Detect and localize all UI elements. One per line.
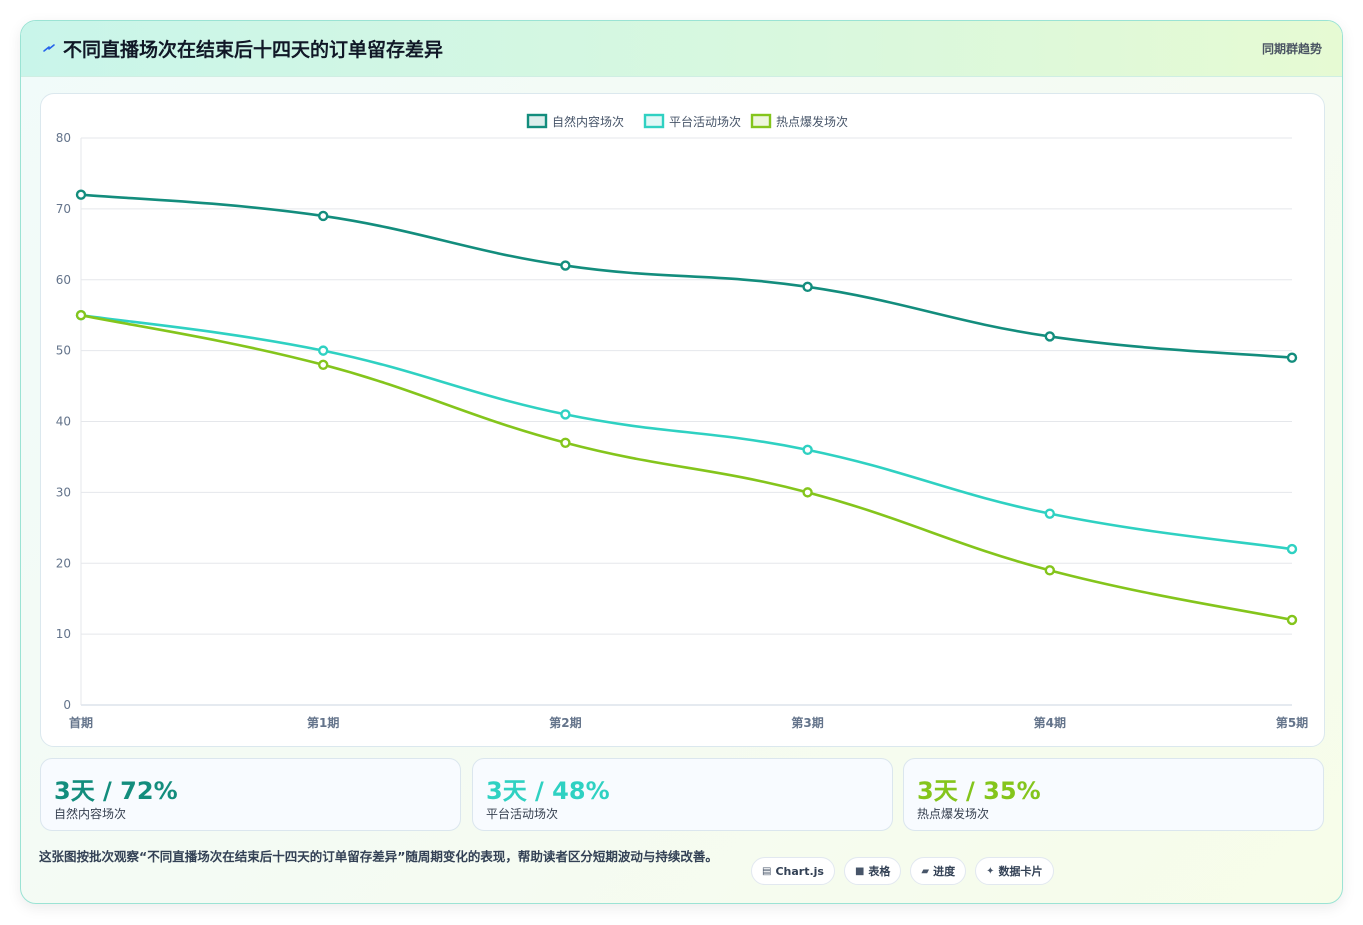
sparkle-icon: ✦: [986, 865, 995, 877]
tag-label: 数据卡片: [998, 865, 1043, 878]
data-point: [802, 281, 813, 293]
series-line: [80, 313, 1293, 622]
tag-table[interactable]: ■ 表格: [843, 857, 902, 885]
data-point: [1286, 352, 1298, 363]
tag-list: ▤ Chart.js ■ 表格 ▰ 进度 ✦ 数据卡片: [751, 857, 1054, 885]
card-header: 不同直播场次在结束后十四天的订单留存差异 同期群趋势: [21, 21, 1342, 77]
stat-value: 3天 / 35%: [917, 777, 1041, 805]
data-point: [560, 260, 571, 271]
chart-panel: 0 10 20 30 40 50 60 70 80 首期 第1期 第2期 第3期 第4期 第5期 自然内容场次…: [40, 93, 1325, 747]
y-tick-label: 60: [56, 273, 71, 287]
data-point: [1044, 508, 1055, 519]
stat-label: 热点爆发场次: [917, 807, 990, 821]
progress-icon: ▰: [921, 865, 930, 877]
y-tick-label: 40: [56, 415, 71, 429]
line-chart: 0 10 20 30 40 50 60 70 80 首期 第1期 第2期 第3期 第4期 第5期 自然内容场次…: [56, 113, 1308, 730]
data-point: [560, 437, 571, 448]
stat-value: 3天 / 48%: [486, 777, 610, 805]
legend-swatch: [643, 113, 665, 129]
table-glyph-icon: ▤: [762, 865, 772, 877]
trend-badge: 同期群趋势: [1261, 42, 1322, 56]
tag-label: 进度: [933, 865, 956, 878]
data-point: [318, 345, 329, 356]
data-point: [318, 210, 329, 222]
tag-data-card[interactable]: ✦ 数据卡片: [975, 857, 1054, 885]
legend-label: 平台活动场次: [669, 114, 741, 129]
x-tick-label: 第2期: [549, 715, 581, 730]
stat-value: 3天 / 72%: [54, 777, 178, 805]
y-tick-label: 20: [56, 556, 71, 570]
series-line: [80, 193, 1293, 360]
y-tick-label: 30: [56, 485, 71, 499]
y-tick-label: 50: [56, 344, 71, 358]
stat-label: 平台活动场次: [486, 807, 559, 821]
stat-card-platform: 3天 / 48% 平台活动场次: [472, 758, 893, 831]
stat-label: 自然内容场次: [54, 807, 127, 821]
tag-label: 表格: [868, 865, 891, 878]
chart-card: 不同直播场次在结束后十四天的订单留存差异 同期群趋势 0 10 20 30 40 50 60…: [20, 20, 1343, 904]
legend-label: 热点爆发场次: [776, 114, 848, 129]
data-point: [560, 409, 571, 420]
x-tick-label: 第5期: [1276, 715, 1308, 730]
data-point: [75, 189, 87, 200]
y-tick-label: 80: [56, 131, 71, 145]
x-tick-label: 首期: [69, 715, 93, 730]
data-point: [1044, 565, 1055, 576]
page-title: 不同直播场次在结束后十四天的订单留存差异: [63, 39, 444, 61]
stat-card-natural: 3天 / 72% 自然内容场次: [40, 758, 461, 831]
data-point: [75, 309, 87, 321]
tag-progress[interactable]: ▰ 进度: [910, 857, 967, 885]
data-point: [1286, 614, 1298, 626]
x-tick-label: 第1期: [307, 715, 339, 730]
series-line: [80, 313, 1293, 551]
legend-label: 自然内容场次: [552, 114, 624, 129]
data-point: [1286, 543, 1298, 555]
x-tick-label: 第3期: [791, 715, 823, 730]
legend-swatch: [526, 113, 548, 129]
legend-swatch: [750, 113, 772, 129]
lightning-icon: [43, 44, 55, 52]
x-tick-label: 第4期: [1034, 715, 1066, 730]
square-icon: ■: [854, 865, 865, 877]
data-point: [1044, 331, 1055, 342]
data-point: [802, 444, 813, 456]
chart-description: 这张图按批次观察“不同直播场次在结束后十四天的订单留存差异”随周期变化的表现，帮…: [39, 849, 718, 864]
y-tick-label: 0: [63, 698, 71, 712]
data-point: [802, 487, 813, 498]
tag-label: Chart.js: [775, 864, 824, 878]
y-tick-label: 10: [56, 627, 71, 641]
data-point: [318, 359, 329, 370]
tag-chartjs[interactable]: ▤ Chart.js: [751, 857, 835, 885]
stat-card-hotspot: 3天 / 35% 热点爆发场次: [903, 758, 1324, 831]
y-tick-label: 70: [56, 202, 71, 216]
